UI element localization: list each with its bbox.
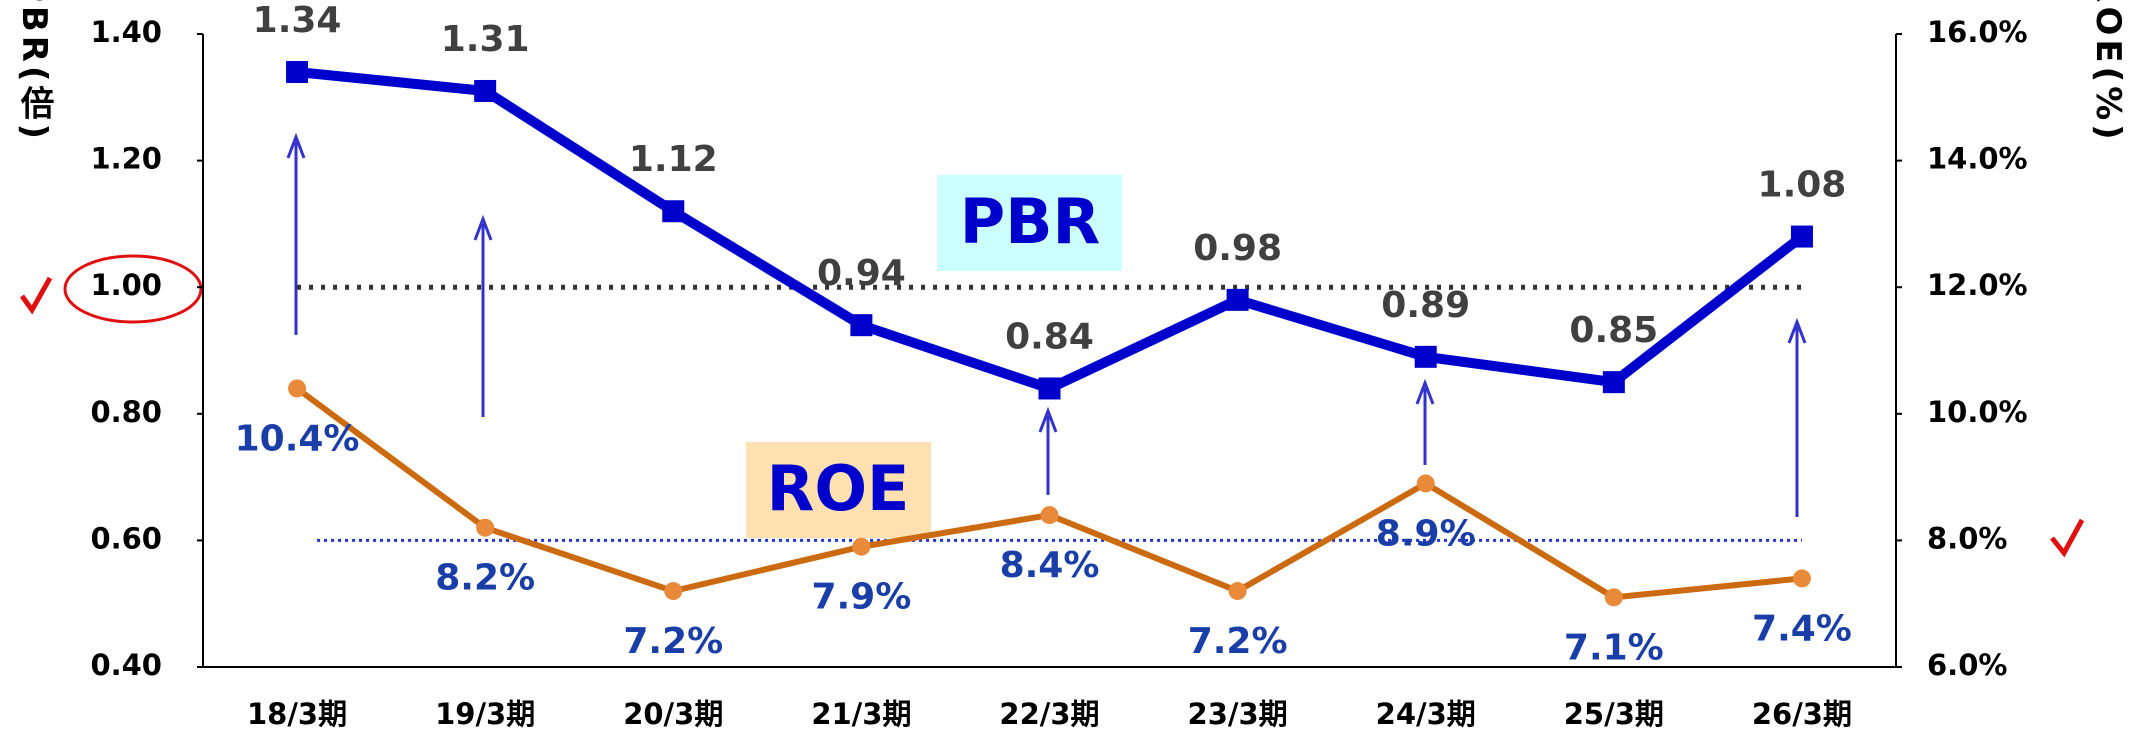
- data-label: 0.84: [1005, 316, 1094, 357]
- y-tick-label: 1.00: [90, 268, 162, 302]
- pbr-annotation: PBR: [960, 185, 1100, 258]
- checkmark: [19, 276, 53, 315]
- marker: [286, 60, 309, 83]
- marker: [1602, 371, 1625, 394]
- x-tick-label: 19/3期: [435, 697, 535, 731]
- data-label: 7.9%: [811, 577, 911, 618]
- marker: [1228, 582, 1247, 601]
- data-label: 1.08: [1758, 165, 1847, 206]
- roe-annotation: ROE: [767, 452, 910, 525]
- highlight-circle: [63, 254, 203, 324]
- data-label: 1.31: [441, 19, 530, 60]
- data-label: 8.9%: [1376, 513, 1476, 554]
- marker: [662, 200, 685, 223]
- marker: [476, 518, 495, 537]
- data-label: 10.4%: [235, 418, 360, 459]
- y-tick-label: 0.60: [90, 521, 162, 555]
- y2-tick-label: 6.0%: [1927, 648, 2007, 682]
- x-tick-label: 20/3期: [623, 697, 723, 731]
- marker: [1414, 345, 1437, 368]
- marker: [288, 379, 307, 398]
- data-label: 0.98: [1193, 228, 1282, 269]
- pbr-label-box: [937, 175, 1122, 271]
- arrows: [286, 132, 1807, 517]
- y2-tick-label: 16.0%: [1927, 15, 2028, 49]
- x-tick-label: 22/3期: [999, 697, 1099, 731]
- marker: [852, 537, 871, 556]
- y2-tick-label: 8.0%: [1927, 521, 2007, 555]
- x-tick-label: 24/3期: [1376, 697, 1476, 731]
- marker: [664, 582, 683, 601]
- data-label: 7.2%: [1188, 621, 1288, 662]
- x-tick-label: 21/3期: [811, 697, 911, 731]
- x-tick-label: 25/3期: [1564, 697, 1664, 731]
- y-tick-label: 0.40: [90, 648, 162, 682]
- data-label: 1.34: [253, 0, 342, 41]
- y-tick-label: 0.80: [90, 395, 162, 429]
- data-label: 1.12: [629, 139, 718, 180]
- marker: [474, 79, 497, 102]
- data-label: 7.4%: [1752, 608, 1852, 649]
- marker: [1416, 474, 1435, 493]
- data-label: 7.2%: [623, 621, 723, 662]
- data-label: 7.1%: [1564, 627, 1664, 668]
- roe-label-box: [746, 442, 931, 538]
- marker: [1038, 377, 1061, 400]
- y-tick-label: 1.20: [90, 142, 162, 176]
- marker: [1226, 288, 1249, 311]
- y2-tick-label: 12.0%: [1927, 268, 2028, 302]
- marker: [850, 314, 873, 337]
- y2-tick-label: 10.0%: [1927, 395, 2028, 429]
- marker: [1792, 569, 1811, 588]
- data-label: 0.94: [817, 253, 906, 294]
- marker: [1040, 506, 1059, 525]
- data-label: 8.4%: [1000, 545, 1100, 586]
- data-label: 8.2%: [435, 558, 535, 599]
- x-tick-label: 18/3期: [247, 697, 347, 731]
- data-label: 0.89: [1381, 285, 1470, 326]
- y-axis-title: PBR(倍): [14, 0, 54, 143]
- x-tick-label: 23/3期: [1188, 697, 1288, 731]
- marker: [1790, 225, 1813, 248]
- data-label: 0.85: [1569, 310, 1658, 351]
- y-tick-label: 1.40: [90, 15, 162, 49]
- checkmark: [2050, 518, 2085, 558]
- y2-tick-label: 14.0%: [1927, 142, 2028, 176]
- x-tick-label: 26/3期: [1752, 697, 1852, 731]
- marker: [1604, 588, 1623, 607]
- y2-axis-title: ROE(%): [2088, 0, 2128, 144]
